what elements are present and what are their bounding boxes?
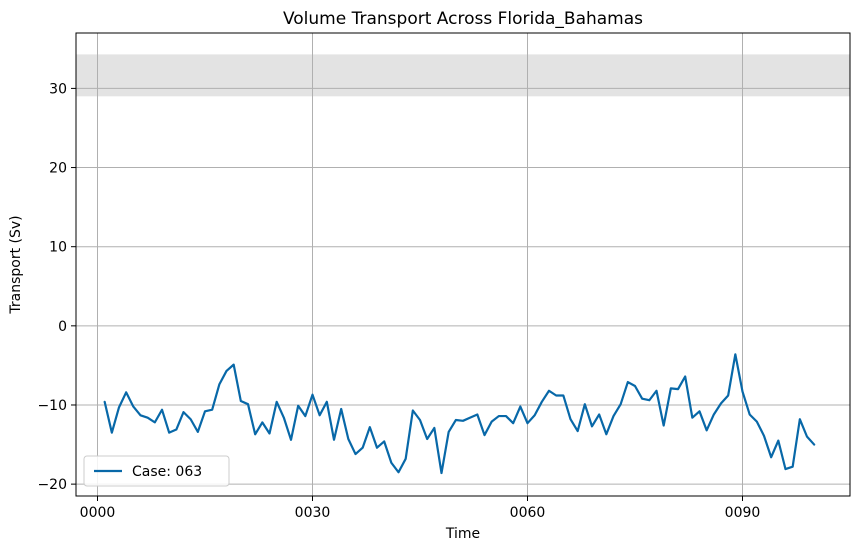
x-tick-label: 0000 xyxy=(80,505,116,521)
y-tick-label: −10 xyxy=(37,398,67,414)
shaded-band-layer xyxy=(76,54,850,97)
x-axis-label: Time xyxy=(445,526,480,542)
plot-frame xyxy=(75,32,851,497)
chart-title: Volume Transport Across Florida_Bahamas xyxy=(283,9,643,29)
series-line-0 xyxy=(103,353,816,475)
series-layer xyxy=(103,353,816,475)
x-tick-label: 0030 xyxy=(295,505,331,521)
y-tick-label: 20 xyxy=(49,161,67,177)
y-tick-label: −20 xyxy=(37,477,67,493)
legend-label: Case: 063 xyxy=(132,464,202,480)
y-axis-label: Transport (Sv) xyxy=(8,215,24,314)
legend: Case: 063 xyxy=(83,455,230,487)
y-tick-label: 30 xyxy=(49,81,67,97)
grid-layer xyxy=(76,33,850,496)
tick-layer: 0000 0030 0060 0090 −20 −10 0 10 20 30 xyxy=(37,81,760,521)
x-tick-label: 0060 xyxy=(510,505,546,521)
y-tick-label: 10 xyxy=(49,240,67,256)
y-tick-label: 0 xyxy=(58,319,67,335)
x-tick-label: 0090 xyxy=(725,505,761,521)
reference-band xyxy=(76,54,850,97)
legend-box xyxy=(83,455,230,487)
